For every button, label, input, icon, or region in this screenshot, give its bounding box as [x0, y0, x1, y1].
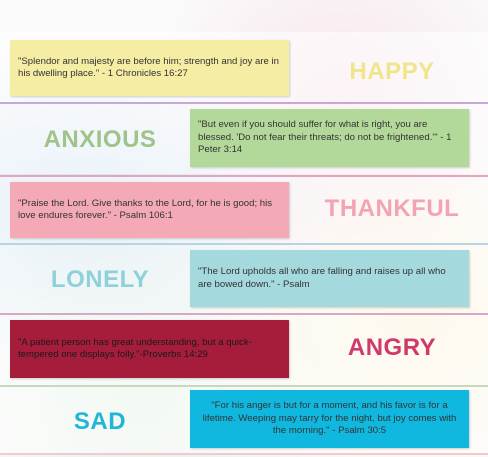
quote-text-angry: "A patient person has great understandin… — [18, 336, 252, 361]
quote-box-thankful: "Praise the Lord. Give thanks to the Lor… — [10, 182, 289, 238]
quote-box-anxious: "But even if you should suffer for what … — [190, 109, 469, 167]
row-separator — [0, 243, 488, 245]
quote-text-anxious: "But even if you should suffer for what … — [198, 119, 452, 156]
row-separator — [0, 175, 488, 177]
emotion-label-angry: ANGRY — [347, 334, 437, 361]
quote-box-happy: "Splendor and majesty are before him; st… — [10, 40, 289, 96]
row-separator — [0, 102, 488, 104]
emotion-label-thankful: THANKFUL — [324, 195, 460, 222]
quote-text-happy: "Splendor and majesty are before him; st… — [18, 55, 279, 80]
row-separator — [0, 453, 488, 455]
quote-text-thankful: "Praise the Lord. Give thanks to the Lor… — [18, 197, 273, 222]
quote-box-lonely: "The Lord upholds all who are falling an… — [190, 250, 469, 307]
emotion-label-happy: HAPPY — [349, 58, 435, 85]
quote-box-sad: "For his anger is but for a moment, and … — [190, 390, 469, 448]
row-separator — [0, 313, 488, 315]
emotion-label-lonely: LONELY — [50, 266, 150, 293]
emotion-label-anxious: ANXIOUS — [43, 126, 157, 153]
quote-box-angry: "A patient person has great understandin… — [10, 320, 289, 378]
emotion-label-sad: SAD — [73, 408, 127, 435]
quote-text-sad: "For his anger is but for a moment, and … — [202, 400, 457, 437]
quote-text-lonely: "The Lord upholds all who are falling an… — [198, 266, 446, 290]
row-separator — [0, 385, 488, 387]
